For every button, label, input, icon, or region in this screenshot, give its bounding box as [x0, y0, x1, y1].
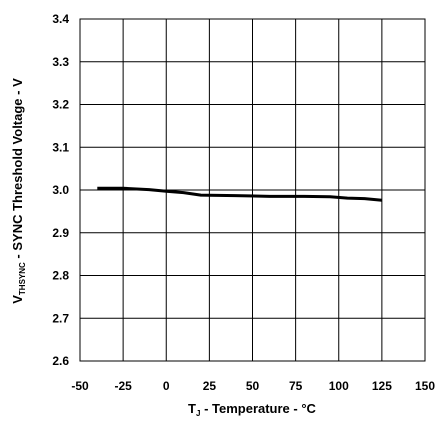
x-axis-title-rest: - Temperature - °C	[200, 401, 316, 416]
y-axis-title-rest: - SYNC Threshold Voltage - V	[10, 78, 25, 262]
y-axis-title: VTHSYNC - SYNC Threshold Voltage - V	[10, 78, 27, 304]
x-tick-label: 100	[329, 379, 349, 393]
x-axis-title-subscript: J	[196, 409, 200, 418]
y-tick-label: 3.2	[52, 98, 69, 112]
x-tick-label: 125	[372, 379, 392, 393]
y-tick-label: 3.4	[52, 12, 69, 26]
x-tick-labels: -50 -25 0 25 50 75 100 125 150	[71, 379, 435, 393]
x-tick-label: 75	[289, 379, 303, 393]
series-line	[97, 186, 383, 202]
x-tick-label: 150	[415, 379, 435, 393]
y-tick-label: 2.7	[52, 311, 69, 325]
y-tick-label: 2.8	[52, 269, 69, 283]
plot-frame	[79, 18, 426, 362]
x-tick-label: -50	[71, 379, 89, 393]
y-axis-title-subscript: THSYNC	[18, 262, 27, 295]
x-axis-title: TJ - Temperature - °C	[188, 401, 316, 418]
series-layer	[97, 186, 383, 202]
x-tick-label: -25	[114, 379, 132, 393]
y-tick-label: 3.3	[52, 55, 69, 69]
y-axis-title-main: V	[10, 295, 25, 304]
x-tick-label: 25	[203, 379, 217, 393]
y-tick-label: 2.9	[52, 226, 69, 240]
x-tick-label: 50	[246, 379, 260, 393]
y-tick-labels: 2.6 2.7 2.8 2.9 3.0 3.1 3.2 3.3 3.4	[52, 12, 69, 368]
x-tick-label: 0	[163, 379, 170, 393]
y-tick-label: 3.1	[52, 140, 69, 154]
x-axis-title-main: T	[188, 401, 196, 416]
y-tick-label: 2.6	[52, 354, 69, 368]
y-tick-label: 3.0	[52, 183, 69, 197]
